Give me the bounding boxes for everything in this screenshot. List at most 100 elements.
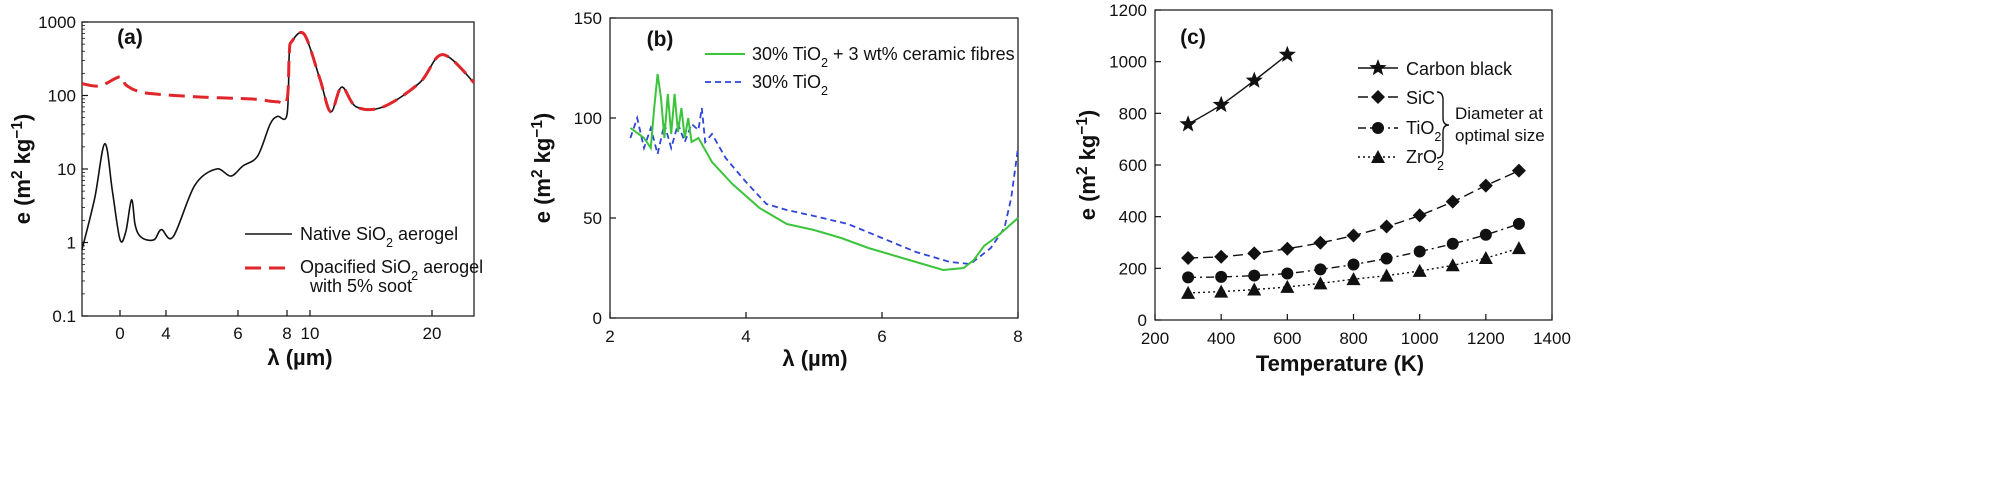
panel-c-sic-point: [1511, 163, 1526, 178]
panel-c-carbon-black-point: [1245, 71, 1263, 88]
panel-a-ytick-label: 10: [57, 160, 76, 179]
panel-c-sic-point: [1214, 249, 1229, 264]
panel-b-xtick-label: 2: [605, 327, 614, 346]
panel-c-zro2-point: [1313, 276, 1328, 290]
panel-c-ytick-label: 400: [1119, 208, 1147, 227]
panel-c-zro2-point: [1445, 258, 1460, 272]
panel-c-sic-point: [1412, 208, 1427, 223]
panel-c-annotation-line1: Diameter at: [1455, 104, 1543, 123]
panel-b-ytick-label: 150: [574, 9, 602, 28]
panel-c-tio2-point: [1281, 267, 1294, 280]
panel-c-zro2-point: [1346, 272, 1361, 286]
panel-a-legend-native: Native SiO2 aerogel: [300, 224, 458, 250]
panel-c-ytick-label: 200: [1119, 259, 1147, 278]
panel-c-series-sic-line: [1188, 170, 1520, 259]
panel-b-xtick-label: 4: [741, 327, 750, 346]
panel-c-sic-point: [1313, 235, 1328, 250]
panel-c-xtick-label: 1400: [1533, 329, 1571, 348]
panel-c-zro2-point: [1280, 279, 1295, 293]
panel-b-xtick-label: 8: [1013, 327, 1022, 346]
panel-c-ytick-label: 800: [1119, 104, 1147, 123]
panel-c-legend-marker-tio2: [1372, 122, 1384, 134]
panel-b-ylabel: e (m2 kg−1): [529, 113, 556, 224]
panel-a-xtick-label: 20: [423, 324, 442, 343]
panel-c-sic-point: [1280, 241, 1295, 256]
panel-b-ytick-label: 100: [574, 109, 602, 128]
panel-a-ytick-label: 0.1: [52, 307, 76, 326]
panel-c-legend-marker-zro2: [1371, 150, 1385, 163]
panel-b-label: (b): [647, 28, 674, 51]
panel-c-tio2-point: [1479, 228, 1492, 241]
panel-a-label: (a): [117, 26, 143, 49]
panel-c-sic-point: [1346, 228, 1361, 243]
panel-c-legend-zro2: ZrO2: [1406, 147, 1444, 173]
panel-b-ylabel-group: e (m2 kg−1): [529, 113, 556, 224]
panel-c-tio2-point: [1380, 252, 1393, 265]
panel-c-annotation-line2: optimal size: [1455, 126, 1545, 145]
panel-c-ytick-label: 600: [1119, 156, 1147, 175]
panel-c-zro2-point: [1214, 284, 1229, 298]
panel-c-zro2-point: [1379, 268, 1394, 282]
panel-b-series-tio2-line: [629, 107, 1019, 265]
panel-c-legend-marker-sic: [1371, 90, 1385, 104]
panel-c-xtick-label: 600: [1273, 329, 1301, 348]
panel-c-series-carbon-black-line: [1187, 54, 1288, 125]
panel-c-tio2-point: [1248, 269, 1261, 282]
panel-b-legend-tio2: 30% TiO2: [752, 72, 828, 98]
panel-b-frame: [609, 17, 1019, 319]
panel-c-xtick-label: 1200: [1467, 329, 1505, 348]
panel-c-sic-point: [1247, 246, 1262, 261]
panel-c-carbon-black-point: [1278, 45, 1296, 62]
panel-b-ytick-label: 0: [593, 309, 602, 328]
panel-c-sic-point: [1379, 219, 1394, 234]
panel-c-legend-marker-carbon-black: [1369, 59, 1387, 76]
panel-c-carbon-black-point: [1212, 95, 1230, 113]
panel-b-xlabel: λ (µm): [782, 346, 847, 371]
panel-c-legend-bracket: [1436, 91, 1450, 159]
panel-c-zro2-point: [1478, 251, 1493, 264]
panel-a-ytick-label: 1000: [38, 13, 76, 32]
panel-a-series-native-line: [81, 31, 475, 250]
panel-c-legend-tio2: TiO2: [1406, 118, 1441, 144]
panel-c-tio2-point: [1347, 258, 1360, 271]
panel-c-zro2-point: [1511, 241, 1526, 255]
panel-a-xtick-label: 8: [282, 324, 291, 343]
panel-c-legend-sic: SiC: [1406, 88, 1435, 108]
panel-c-ylabel: e (m2 kg−1): [1074, 110, 1101, 221]
panel-c-label: (c): [1180, 26, 1206, 49]
panel-c-sic-point: [1478, 178, 1493, 193]
panel-a-ytick-label: 100: [48, 87, 76, 106]
panel-a-xtick-label: 4: [161, 324, 170, 343]
panel-a-legend-opacified: Opacified SiO2 aerogel: [300, 257, 483, 283]
panel-c-xtick-label: 1000: [1401, 329, 1439, 348]
panel-b-ytick-label: 50: [583, 209, 602, 228]
panel-c-ylabel-group: e (m2 kg−1): [1074, 110, 1101, 221]
panel-b-series-tio2-fibres-line: [629, 73, 1019, 272]
panel-c-zro2-point: [1181, 285, 1196, 299]
panel-c-sic-point: [1181, 251, 1196, 265]
panel-c-tio2-point: [1512, 217, 1525, 230]
panel-c-zro2-point: [1412, 263, 1427, 277]
panel-c-xtick-label: 200: [1141, 329, 1169, 348]
panel-a-ylabel: e (m2 kg−1): [9, 114, 36, 225]
panel-a-ytick-label: 1: [67, 234, 76, 253]
panel-c-tio2-point: [1215, 270, 1228, 283]
panel-c-tio2-point: [1446, 237, 1459, 250]
panel-c-carbon-black-point: [1179, 115, 1197, 132]
panel-c-legend-carbon-black: Carbon black: [1406, 59, 1513, 79]
panel-a-xlabel: λ (µm): [267, 345, 332, 370]
panel-c-sic-point: [1445, 194, 1460, 209]
panel-c-xlabel: Temperature (K): [1256, 351, 1424, 376]
panel-a-ylabel-group: e (m2 kg−1): [9, 114, 36, 225]
panel-a-xtick-label: 0: [115, 324, 124, 343]
panel-a-series-opacified-line: [81, 30, 476, 114]
panel-a-legend-opacified-line2: with 5% soot: [309, 276, 412, 296]
panel-c-ytick-label: 0: [1138, 311, 1147, 330]
panel-c-xtick-label: 400: [1207, 329, 1235, 348]
panel-a-xtick-label: 10: [301, 324, 320, 343]
panel-a-xtick-label: 6: [233, 324, 242, 343]
panel-c-tio2-point: [1182, 271, 1195, 284]
panel-c-ytick-label: 1200: [1109, 1, 1147, 20]
panel-c-xtick-label: 800: [1339, 329, 1367, 348]
